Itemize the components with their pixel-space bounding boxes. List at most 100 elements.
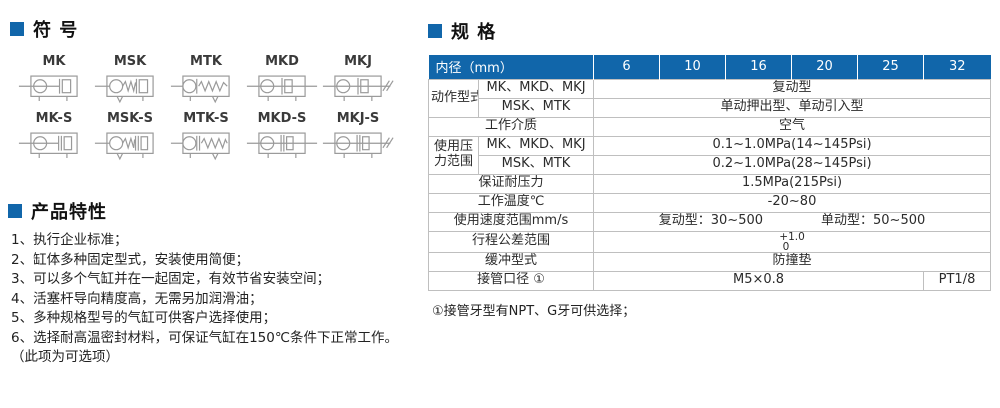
- symbol-label: MKD-S: [257, 111, 307, 126]
- pressure-value-2: 0.2~1.0MPa(28~145Psi): [593, 154, 992, 175]
- port-size-main: M5×0.8: [593, 270, 925, 291]
- table-row-cushion: 缓冲型式 防撞垫: [427, 251, 992, 272]
- features-title: 产品特性: [8, 198, 426, 224]
- msk-s-cylinder-symbol-icon: [94, 132, 154, 161]
- pressure-models-2: MSK、MTK: [477, 154, 595, 175]
- table-row-speed: 使用速度范围mm/s 复动型：30~500 单动型：50~500: [427, 211, 992, 232]
- symbols-title: 符 号: [10, 16, 420, 42]
- cushion-value: 防撞垫: [593, 251, 992, 272]
- stroke-tolerance-label: 行程公差范围: [427, 230, 595, 253]
- table-row-temperature: 工作温度℃ -20~80: [427, 192, 992, 213]
- action-type-label: 动作型式: [428, 78, 479, 118]
- features-section: 产品特性 1、执行企业标准； 2、缸体多种固定型式，安装使用简便； 3、可以多个…: [8, 198, 426, 368]
- action-value-2: 单动押出型、单动引入型: [593, 97, 992, 118]
- symbol-label: MKD: [265, 54, 299, 69]
- table-row-action-1: 动作型式 MK、MKD、MKJ 复动型: [428, 78, 992, 118]
- table-row-medium: 工作介质 空气: [427, 116, 992, 137]
- temperature-label: 工作温度℃: [427, 192, 595, 213]
- pressure-models-1: MK、MKD、MKJ: [477, 135, 595, 156]
- stroke-tolerance-upper: +1.0: [779, 231, 805, 243]
- msk-cylinder-symbol-icon: [94, 75, 154, 104]
- header-col-25: 25: [857, 55, 925, 79]
- symbols-section: 符 号 MK MSK: [10, 16, 420, 164]
- pressure-range-label: 使用压力范围: [428, 135, 479, 175]
- symbol-label: MSK: [113, 54, 147, 69]
- speed-range-values: 复动型：30~500 单动型：50~500: [593, 211, 992, 232]
- feature-item: 1、执行企业标准；: [11, 232, 128, 248]
- stroke-tolerance-lower: 0: [782, 240, 790, 252]
- mkd-s-cylinder-symbol-icon: [246, 132, 318, 158]
- mkd-cylinder-symbol-icon: [246, 75, 318, 101]
- header-col-6: 6: [593, 55, 661, 79]
- cushion-label: 缓冲型式: [427, 251, 595, 272]
- feature-item: 2、缸体多种固定型式，安装使用简便；: [11, 251, 250, 268]
- symbol-mk: MK: [16, 54, 92, 107]
- speed-double-acting: 复动型：30~500: [658, 213, 764, 229]
- header-col-32: 32: [923, 55, 991, 79]
- header-col-10: 10: [659, 55, 727, 79]
- speed-range-label: 使用速度范围mm/s: [427, 211, 595, 232]
- table-row-port: 接管口径 ① M5×0.8 PT1/8: [427, 270, 992, 291]
- symbols-title-text: 符 号: [33, 20, 79, 41]
- symbol-label: MTK-S: [183, 111, 229, 126]
- feature-item: 3、可以多个气缸并在一起固定，有效节省安装空间；: [11, 271, 331, 287]
- action-value-1: 复动型: [593, 78, 992, 99]
- feature-item: 5、多种规格型号的气缸可供客户选择使用；: [11, 310, 277, 326]
- spec-title: 规 格: [428, 18, 993, 44]
- medium-value: 空气: [593, 116, 992, 137]
- symbols-grid: MK MSK: [16, 54, 420, 164]
- temperature-value: -20~80: [593, 192, 992, 213]
- section-marker-icon: [10, 22, 24, 36]
- feature-item-note: （此项为可选项）: [11, 349, 119, 365]
- pressure-value-1: 0.1~1.0MPa(14~145Psi): [593, 135, 992, 156]
- action-models-2: MSK、MTK: [477, 97, 595, 118]
- mtk-s-cylinder-symbol-icon: [170, 132, 230, 161]
- symbol-msk: MSK: [92, 54, 168, 107]
- table-row-pressure-2: MSK、MTK 0.2~1.0MPa(28~145Psi): [429, 154, 992, 175]
- symbol-label: MTK: [190, 54, 222, 69]
- section-marker-icon: [428, 24, 442, 38]
- table-row-pressure-1: 使用压力范围 MK、MKD、MKJ 0.1~1.0MPa(14~145Psi): [428, 135, 992, 175]
- mk-cylinder-symbol-icon: [18, 75, 78, 101]
- features-list: 1、执行企业标准； 2、缸体多种固定型式，安装使用简便； 3、可以多个气缸并在一…: [8, 231, 426, 368]
- symbol-mkd-s: MKD-S: [244, 111, 320, 164]
- header-col-16: 16: [725, 55, 793, 79]
- symbol-mtk-s: MTK-S: [168, 111, 244, 164]
- symbol-label: MK: [42, 54, 66, 69]
- table-row-proof-pressure: 保证耐压力 1.5MPa(215Psi): [427, 173, 992, 194]
- speed-single-acting: 单动型：50~500: [821, 213, 926, 229]
- table-row-stroke-tolerance: 行程公差范围 +1.0 0: [427, 230, 992, 253]
- mkj-s-cylinder-symbol-icon: [322, 132, 394, 158]
- mk-s-cylinder-symbol-icon: [18, 132, 78, 158]
- symbol-label: MKJ: [344, 54, 372, 69]
- proof-pressure-label: 保证耐压力: [427, 173, 595, 194]
- table-header-row: 内径（mm） 6 10 16 20 25 32: [428, 55, 991, 79]
- spec-footnote: ①接管牙型有NPT、G牙可供选择；: [432, 303, 636, 319]
- symbol-label: MK-S: [35, 111, 73, 126]
- symbol-mk-s: MK-S: [16, 111, 92, 164]
- symbol-mtk: MTK: [168, 54, 244, 107]
- feature-item: 4、活塞杆导向精度高，无需另加润滑油；: [11, 290, 263, 307]
- port-size-last: PT1/8: [923, 270, 992, 291]
- symbol-label: MKJ-S: [336, 111, 380, 126]
- spec-table: 内径（mm） 6 10 16 20 25 32 动作型式 MK、MKD、MKJ …: [427, 55, 992, 291]
- mtk-cylinder-symbol-icon: [170, 75, 230, 104]
- symbol-msk-s: MSK-S: [92, 111, 168, 164]
- spec-section: 规 格 内径（mm） 6 10 16 20 25 32 动作型式 MK、MKD、…: [427, 18, 993, 319]
- section-marker-icon: [8, 204, 22, 218]
- features-title-text: 产品特性: [31, 202, 107, 223]
- symbol-mkj: MKJ: [320, 54, 396, 107]
- header-bore-label: 内径（mm）: [428, 55, 595, 79]
- port-size-label: 接管口径 ①: [427, 270, 595, 291]
- table-row-action-2: MSK、MTK 单动押出型、单动引入型: [429, 97, 992, 118]
- symbol-mkd: MKD: [244, 54, 320, 107]
- medium-label: 工作介质: [427, 116, 595, 137]
- symbol-mkj-s: MKJ-S: [320, 111, 396, 164]
- spec-title-text: 规 格: [451, 22, 497, 43]
- proof-pressure-value: 1.5MPa(215Psi): [593, 173, 992, 194]
- mkj-cylinder-symbol-icon: [322, 75, 394, 101]
- feature-item: 6、选择耐高温密封材料，可保证气缸在150℃条件下正常工作。: [11, 329, 399, 346]
- header-col-20: 20: [791, 55, 859, 79]
- symbol-label: MSK-S: [106, 111, 153, 126]
- action-models-1: MK、MKD、MKJ: [477, 78, 595, 99]
